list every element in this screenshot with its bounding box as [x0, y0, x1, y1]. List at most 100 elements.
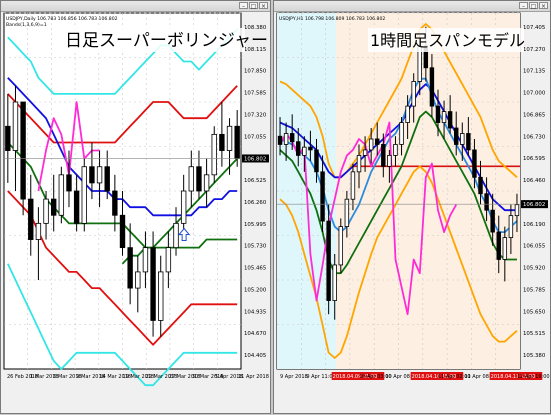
- candle: [460, 133, 465, 145]
- x-tick-label: 30 Mar 2018: [192, 374, 224, 380]
- candle: [453, 127, 459, 145]
- candle: [66, 174, 72, 192]
- minimize-icon[interactable]: –: [239, 2, 248, 10]
- candle: [429, 67, 435, 107]
- candle: [399, 122, 404, 145]
- candle: [320, 171, 325, 222]
- candle: [211, 133, 217, 176]
- y-tick-label: 107.055: [244, 134, 266, 140]
- candle: [381, 144, 386, 167]
- chart-title-overlay: 1時間足スパンモデル: [370, 31, 525, 50]
- candle: [283, 133, 289, 145]
- candle: [173, 222, 179, 249]
- candle: [277, 135, 283, 145]
- x-tick-label: 11 Apr 2018: [238, 374, 269, 380]
- title-overlay-bg: [368, 28, 524, 52]
- current-price-label: 106.802: [523, 202, 545, 208]
- chart-window-left[interactable]: – □ × 108.380 108.115 107.850 107.585 107.32…: [0, 0, 271, 414]
- indicator-line-5: [7, 190, 238, 346]
- candle: [35, 222, 42, 240]
- candle: [435, 105, 441, 123]
- indicator-line-1: [279, 165, 518, 359]
- candle: [356, 154, 362, 173]
- candle: [326, 220, 331, 301]
- y-tick-label: 106.055: [523, 244, 545, 250]
- candle: [375, 138, 380, 145]
- y-tick-label: 107.585: [244, 91, 266, 97]
- candle: [28, 198, 34, 240]
- candle: [484, 193, 489, 211]
- x-tick-label: 2018.04.09 21:00: [333, 374, 378, 380]
- restore-icon[interactable]: □: [529, 2, 538, 10]
- candle: [234, 125, 240, 160]
- chart-left[interactable]: 108.380 108.115 107.850 107.585 107.320 107.0…: [1, 1, 272, 415]
- chart-window-right[interactable]: – □ × 107.405 107.270 107.135 107.000 106.86…: [273, 0, 551, 414]
- candle: [180, 190, 187, 224]
- x-tick-label: 27 Mar 2018: [169, 374, 201, 380]
- x-tick-label: 22 Mar 2018: [146, 374, 178, 380]
- price-badge: [521, 200, 548, 209]
- chart-right[interactable]: 107.405 107.270 107.135 107.000 106.865 106.7…: [274, 1, 551, 415]
- candle: [81, 166, 87, 224]
- price-badge: [242, 154, 269, 163]
- x-tick-label: 2018.04.11 13:00: [491, 374, 536, 380]
- candle: [314, 149, 319, 173]
- candle: [219, 133, 225, 151]
- y-tick-label: 106.460: [523, 178, 546, 184]
- candle: [514, 204, 520, 217]
- x-tick-label: 1 Mar 2018: [30, 374, 59, 380]
- restore-icon[interactable]: □: [249, 2, 258, 10]
- x-tick-label: 11 Apr 02:00: [438, 374, 471, 380]
- indicator-line-1: [7, 85, 238, 144]
- y-tick-label: 107.405: [523, 25, 545, 31]
- candle: [478, 176, 483, 195]
- candle: [447, 111, 453, 129]
- chart-window-titlebar[interactable]: – □ ×: [1, 1, 270, 12]
- x-tick-label: 12 Apr 19:00: [517, 374, 550, 380]
- candle: [332, 264, 337, 301]
- y-tick-label: 106.865: [523, 112, 545, 118]
- chart-info-subheader: Bands(1,3,6,9)=1: [6, 22, 47, 28]
- candle: [338, 226, 344, 266]
- y-tick-label: 105.920: [523, 266, 546, 272]
- candle: [508, 215, 514, 238]
- y-tick-label: 106.190: [523, 222, 546, 228]
- candle: [441, 111, 447, 123]
- candle: [5, 125, 11, 151]
- candle: [466, 133, 471, 151]
- y-tick-label: 104.405: [244, 353, 266, 359]
- candle: [89, 166, 95, 184]
- candle: [127, 247, 133, 289]
- candle: [73, 190, 80, 224]
- chart-info-header: USDJPY,Daily 106.783 106.856 106.783 106…: [6, 16, 118, 22]
- y-tick-label: 107.270: [523, 47, 546, 53]
- indicator-line-0: [7, 28, 238, 95]
- chart-window-titlebar[interactable]: – □ ×: [274, 1, 550, 12]
- candle: [135, 271, 141, 289]
- x-tick-label: 14 Mar 2018: [99, 374, 131, 380]
- candle: [362, 149, 368, 156]
- candle: [387, 154, 392, 167]
- candle: [112, 190, 118, 216]
- y-tick-label: 105.465: [244, 266, 266, 272]
- y-tick-label: 105.650: [523, 309, 546, 315]
- x-tick-label: 10 Apr 03:00: [359, 374, 392, 380]
- chart-info-header: USDJPY,H1 106.798 106.809 106.783 106.80…: [279, 16, 385, 22]
- y-tick-label: 106.260: [244, 200, 267, 206]
- candle: [490, 209, 495, 233]
- candle: [350, 171, 356, 200]
- x-tick-label: 5 Apr 2018: [215, 374, 243, 380]
- y-tick-label: 105.995: [244, 222, 266, 228]
- x-tick-label: 9 Apr 2018: [280, 374, 308, 380]
- x-tick-label: 9 Mar 2018: [76, 374, 105, 380]
- candle: [165, 247, 172, 273]
- x-tick-label: 11 Apr 08:00: [464, 374, 497, 380]
- candle: [344, 198, 350, 227]
- candle: [296, 141, 301, 156]
- close-icon[interactable]: ×: [259, 2, 268, 10]
- minimize-icon[interactable]: –: [519, 2, 528, 10]
- candle: [142, 247, 149, 273]
- y-tick-label: 108.380: [244, 25, 267, 31]
- close-icon[interactable]: ×: [539, 2, 548, 10]
- indicator-line-4: [121, 238, 238, 265]
